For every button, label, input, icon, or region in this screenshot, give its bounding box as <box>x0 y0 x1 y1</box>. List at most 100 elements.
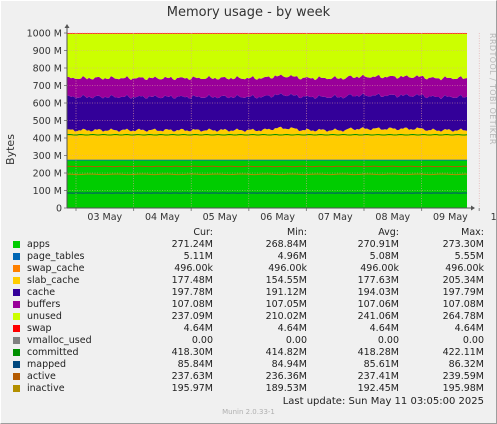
legend-cur: 0.00 <box>191 335 213 346</box>
chart-title: Memory usage - by week <box>166 5 331 20</box>
y-tick-label: 200 M <box>33 169 62 180</box>
y-tick-label: 1000 M <box>27 29 62 40</box>
legend-max: 496.00k <box>445 263 484 274</box>
legend-cur: 197.78M <box>171 287 213 298</box>
x-tick-label: 03 May <box>87 212 122 223</box>
legend-min: 268.84M <box>265 239 307 250</box>
legend-swatch <box>13 277 20 284</box>
legend-avg: 270.91M <box>357 239 399 250</box>
legend-label: committed <box>27 347 79 358</box>
y-tick-label: 500 M <box>33 116 62 127</box>
legend-cur: 107.08M <box>171 299 213 310</box>
legend-label: active <box>27 371 56 382</box>
legend-swatch <box>13 349 20 356</box>
legend-max: 273.30M <box>442 239 484 250</box>
col-min-header: Min: <box>286 227 307 238</box>
legend-avg: 192.45M <box>357 383 399 394</box>
x-tick-label: 04 May <box>145 212 180 223</box>
last-update: Last update: Sun May 11 03:05:00 2025 <box>282 396 484 407</box>
munin-version: Munin 2.0.33-1 <box>222 408 275 416</box>
legend-min: 191.12M <box>265 287 307 298</box>
legend-cur: 237.09M <box>171 311 213 322</box>
y-tick-label: 400 M <box>33 134 62 145</box>
legend-min: 236.36M <box>265 371 307 382</box>
legend-min: 4.64M <box>277 323 307 334</box>
legend-avg: 194.03M <box>357 287 399 298</box>
legend-label: unused <box>27 311 62 322</box>
legend-max: 86.32M <box>448 359 484 370</box>
legend-max: 5.55M <box>454 251 484 262</box>
legend-min: 84.94M <box>271 359 307 370</box>
legend-avg: 5.08M <box>369 251 399 262</box>
legend-avg: 418.28M <box>357 347 399 358</box>
legend-swatch <box>13 385 20 392</box>
legend-cur: 418.30M <box>171 347 213 358</box>
legend-swatch <box>13 313 20 320</box>
area-apps <box>67 160 467 208</box>
legend-cur: 4.64M <box>183 323 213 334</box>
legend-cur: 271.24M <box>171 239 213 250</box>
col-avg-header: Avg: <box>378 227 399 238</box>
legend-cur: 177.48M <box>171 275 213 286</box>
legend-label: page_tables <box>27 251 85 262</box>
legend-min: 0.00 <box>285 335 307 346</box>
y-tick-label: 900 M <box>33 46 62 57</box>
legend-swatch <box>13 253 20 260</box>
legend-avg: 107.06M <box>357 299 399 310</box>
legend-min: 189.53M <box>265 383 307 394</box>
legend-label: swap <box>27 323 52 334</box>
legend-label: apps <box>27 239 50 250</box>
y-tick-label: 300 M <box>33 151 62 162</box>
rrdtool-credit: RRDTOOL / TOBI OETIKER <box>488 33 497 145</box>
legend-label: buffers <box>27 299 61 310</box>
legend-swatch <box>13 301 20 308</box>
legend-min: 414.82M <box>265 347 307 358</box>
legend-max: 195.98M <box>442 383 484 394</box>
legend-avg: 177.63M <box>357 275 399 286</box>
y-tick-label: 700 M <box>33 81 62 92</box>
legend-avg: 237.41M <box>357 371 399 382</box>
legend-avg: 241.06M <box>357 311 399 322</box>
legend-avg: 496.00k <box>360 263 399 274</box>
legend-swatch <box>13 361 20 368</box>
legend-swatch <box>13 241 20 248</box>
legend-label: cache <box>27 287 56 298</box>
legend-min: 4.96M <box>277 251 307 262</box>
legend-swatch <box>13 325 20 332</box>
legend-cur: 496.00k <box>174 263 213 274</box>
legend-max: 239.59M <box>442 371 484 382</box>
legend-max: 0.00 <box>462 335 484 346</box>
legend-max: 197.79M <box>442 287 484 298</box>
legend-cur: 237.63M <box>171 371 213 382</box>
y-axis-arrow <box>64 24 70 28</box>
legend-label: swap_cache <box>27 263 85 274</box>
col-max-header: Max: <box>461 227 484 238</box>
legend-avg: 0.00 <box>377 335 399 346</box>
legend-swatch <box>13 373 20 380</box>
legend-swatch <box>13 289 20 296</box>
area-cache <box>67 93 467 132</box>
legend-label: inactive <box>27 383 65 394</box>
legend-min: 496.00k <box>268 263 307 274</box>
x-tick-label: 06 May <box>260 212 295 223</box>
legend-label: mapped <box>27 359 67 370</box>
area-page-tables <box>67 159 467 161</box>
legend-avg: 85.61M <box>363 359 399 370</box>
legend-label: vmalloc_used <box>27 335 92 346</box>
legend-swatch <box>13 265 20 272</box>
x-tick-label: 07 May <box>318 212 353 223</box>
legend-avg: 4.64M <box>369 323 399 334</box>
legend-max: 107.08M <box>442 299 484 310</box>
legend-cur: 85.84M <box>177 359 213 370</box>
legend-cur: 5.11M <box>183 251 213 262</box>
line-committed <box>66 134 468 136</box>
line-inactive <box>66 173 468 176</box>
legend-max: 205.34M <box>442 275 484 286</box>
area-buffers <box>67 74 467 100</box>
legend-max: 264.78M <box>442 311 484 322</box>
area-unused <box>67 33 467 81</box>
x-axis-arrow <box>471 205 475 211</box>
y-tick-label: 600 M <box>33 99 62 110</box>
col-cur-header: Cur: <box>193 227 213 238</box>
x-tick-label: 05 May <box>203 212 238 223</box>
